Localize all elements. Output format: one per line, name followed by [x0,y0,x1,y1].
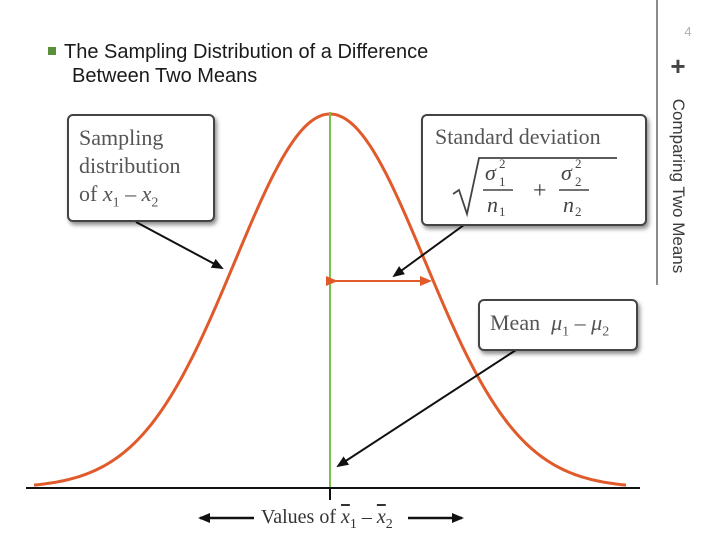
slide-title: The Sampling Distribution of a Differenc… [48,40,608,88]
svg-text:2: 2 [575,174,582,189]
bullet-icon [48,46,56,55]
page-number: 4 [684,24,692,39]
vertical-divider [656,0,658,285]
svg-text:n: n [563,192,574,217]
callout-sampling-distribution: Sampling distribution of x1 – x2 [67,114,215,222]
std-formula: σ 2 1 n 1 + σ 2 2 n 2 [452,156,617,219]
pointer-mean-arrow [336,349,517,468]
pointer-std-arrow [392,221,469,278]
axis-label: Values of x1 – x2 [261,506,393,532]
callout-standard-deviation: Standard deviation σ 2 1 n 1 + σ 2 2 n 2 [421,114,647,226]
svg-text:2: 2 [575,204,582,219]
svg-text:2: 2 [499,156,506,171]
callout-mean-text: Mean μ1 – μ2 [490,310,610,340]
svg-text:2: 2 [575,156,582,171]
callout-sampling-line1: Sampling [79,125,164,150]
title-line-1: The Sampling Distribution of a Differenc… [64,41,429,63]
svg-text:1: 1 [499,204,506,219]
callout-mean: Mean μ1 – μ2 [478,299,638,351]
callout-sampling-line3: of x1 – x2 [79,181,159,211]
svg-text:σ: σ [561,160,573,185]
pointer-sampling-arrow [135,221,224,269]
title-line-2: Between Two Means [72,65,258,87]
plus-icon: + [670,51,686,81]
svg-text:+: + [533,178,547,204]
svg-text:n: n [487,192,498,217]
callout-sampling-line2: distribution [79,153,181,178]
svg-text:1: 1 [499,174,506,189]
svg-text:σ: σ [485,160,497,185]
callout-std-title: Standard deviation [435,124,601,149]
